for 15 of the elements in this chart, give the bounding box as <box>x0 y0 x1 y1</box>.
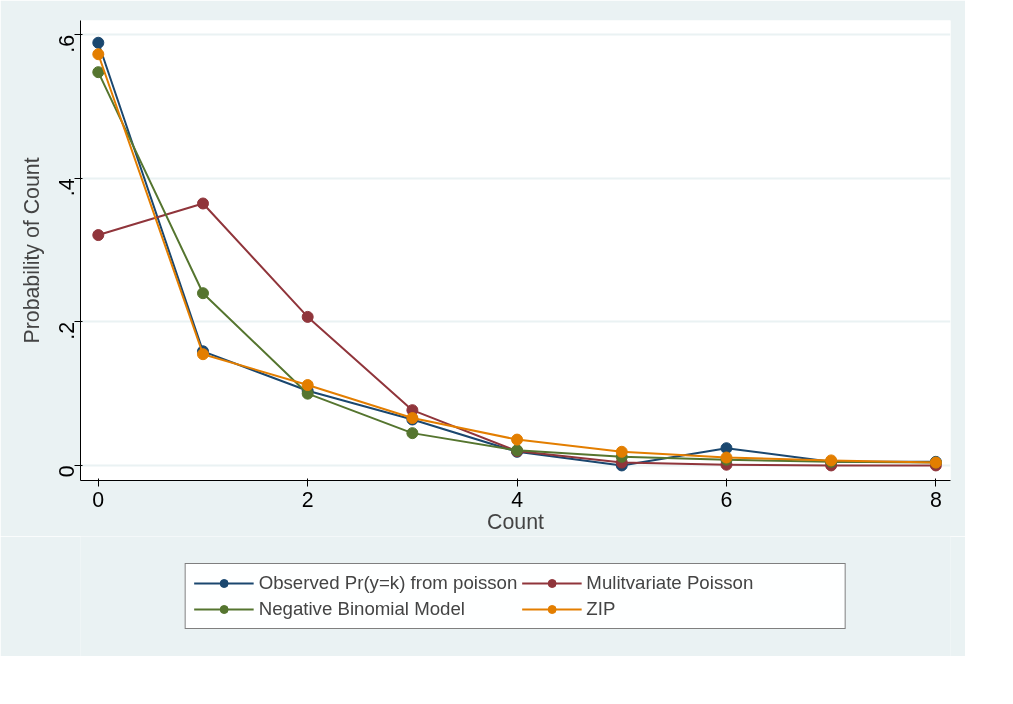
x-tick-label: 8 <box>929 487 942 512</box>
legend-label: Mulitvariate Poisson <box>586 572 755 594</box>
y-tick-label: .6 <box>55 34 79 53</box>
y-tick-label: .2 <box>55 321 79 340</box>
x-tick-label: 6 <box>720 487 733 512</box>
x-tick-label: 0 <box>92 487 105 512</box>
y-tick-label: .4 <box>55 178 79 197</box>
x-axis-title: Count <box>487 509 545 534</box>
x-tick-label: 4 <box>511 487 524 512</box>
legend-label: Negative Binomial Model <box>258 598 466 620</box>
x-tick-label: 2 <box>301 487 314 512</box>
legend-label: ZIP <box>586 598 617 620</box>
legend-label: Observed Pr(y=k) from poisson <box>258 572 518 594</box>
y-axis-title: Probability of Count <box>19 157 44 344</box>
y-tick-label: 0 <box>55 465 79 478</box>
